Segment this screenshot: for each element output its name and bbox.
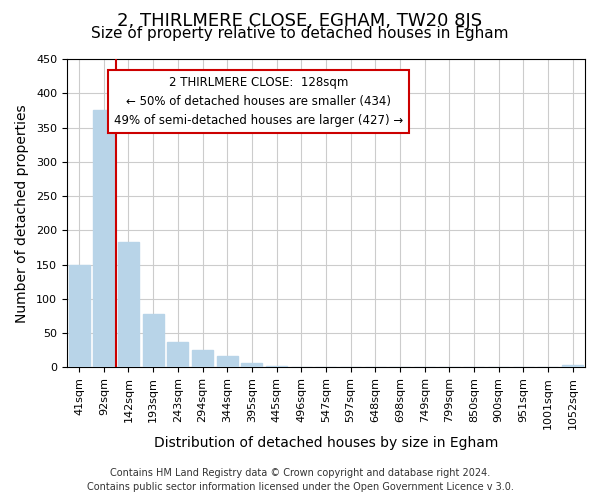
X-axis label: Distribution of detached houses by size in Egham: Distribution of detached houses by size … <box>154 436 498 450</box>
Bar <box>192 350 213 368</box>
Bar <box>118 242 139 368</box>
Bar <box>266 366 287 368</box>
Bar <box>68 264 89 368</box>
Bar <box>562 366 583 368</box>
Bar <box>241 362 262 368</box>
Bar <box>94 110 114 368</box>
Bar <box>217 356 238 368</box>
Bar <box>143 314 164 368</box>
Bar <box>167 342 188 367</box>
Text: Size of property relative to detached houses in Egham: Size of property relative to detached ho… <box>91 26 509 41</box>
Text: Contains HM Land Registry data © Crown copyright and database right 2024.
Contai: Contains HM Land Registry data © Crown c… <box>86 468 514 492</box>
Text: 2 THIRLMERE CLOSE:  128sqm
← 50% of detached houses are smaller (434)
49% of sem: 2 THIRLMERE CLOSE: 128sqm ← 50% of detac… <box>114 76 403 127</box>
Text: 2, THIRLMERE CLOSE, EGHAM, TW20 8JS: 2, THIRLMERE CLOSE, EGHAM, TW20 8JS <box>118 12 482 30</box>
Y-axis label: Number of detached properties: Number of detached properties <box>15 104 29 322</box>
